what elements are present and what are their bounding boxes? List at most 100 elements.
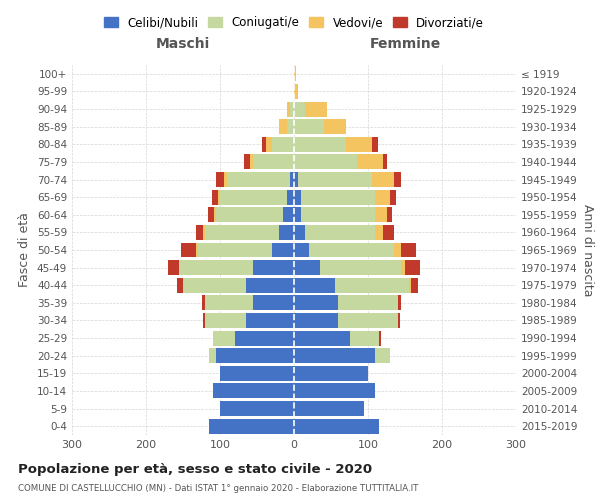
Bar (220, 190, 287, 204)
Bar (294, 190, 301, 204)
Bar (205, 313, 246, 328)
Bar (294, 384, 376, 398)
Bar (253, 260, 294, 275)
Bar (294, 296, 338, 310)
Bar (208, 208, 214, 222)
Bar (383, 225, 394, 240)
Bar (390, 190, 396, 204)
Bar (376, 190, 390, 204)
Bar (376, 225, 383, 240)
Bar (401, 242, 416, 258)
Bar (301, 190, 376, 204)
Bar (383, 154, 386, 170)
Bar (262, 137, 266, 152)
Bar (214, 208, 216, 222)
Text: Maschi: Maschi (156, 37, 210, 51)
Bar (168, 260, 179, 275)
Bar (244, 154, 250, 170)
Bar (279, 225, 294, 240)
Bar (294, 225, 305, 240)
Bar (283, 208, 294, 222)
Bar (411, 278, 418, 292)
Bar (294, 172, 298, 187)
Bar (212, 384, 294, 398)
Bar (246, 278, 294, 292)
Bar (205, 225, 279, 240)
Bar (216, 348, 294, 363)
Bar (405, 260, 420, 275)
Bar (205, 296, 253, 310)
Bar (294, 401, 364, 416)
Bar (294, 102, 305, 116)
Bar (198, 242, 272, 258)
Bar (398, 296, 401, 310)
Bar (338, 296, 398, 310)
Bar (294, 260, 320, 275)
Bar (272, 242, 294, 258)
Text: COMUNE DI CASTELLUCCHIO (MN) - Dati ISTAT 1° gennaio 2020 - Elaborazione TUTTITA: COMUNE DI CASTELLUCCHIO (MN) - Dati ISTA… (18, 484, 418, 493)
Bar (196, 225, 203, 240)
Text: Femmine: Femmine (370, 37, 440, 51)
Bar (253, 296, 294, 310)
Bar (216, 172, 224, 187)
Bar (298, 172, 372, 187)
Bar (398, 313, 400, 328)
Bar (290, 172, 294, 187)
Bar (409, 278, 411, 292)
Y-axis label: Fasce di età: Fasce di età (19, 212, 31, 288)
Bar (250, 154, 253, 170)
Bar (287, 119, 294, 134)
Bar (266, 137, 272, 152)
Bar (212, 190, 218, 204)
Bar (294, 208, 301, 222)
Bar (224, 172, 227, 187)
Bar (394, 172, 401, 187)
Bar (287, 102, 290, 116)
Bar (294, 330, 349, 345)
Bar (183, 278, 246, 292)
Bar (320, 260, 401, 275)
Bar (235, 330, 294, 345)
Bar (290, 102, 294, 116)
Bar (379, 330, 382, 345)
Y-axis label: Anni di nascita: Anni di nascita (581, 204, 594, 296)
Bar (294, 154, 357, 170)
Bar (294, 418, 379, 434)
Bar (294, 84, 298, 99)
Bar (209, 348, 216, 363)
Bar (323, 119, 346, 134)
Bar (376, 208, 386, 222)
Bar (294, 366, 368, 381)
Bar (246, 313, 294, 328)
Bar (212, 330, 235, 345)
Bar (179, 260, 253, 275)
Bar (218, 190, 220, 204)
Bar (401, 260, 405, 275)
Bar (335, 278, 409, 292)
Bar (177, 278, 183, 292)
Bar (227, 172, 290, 187)
Bar (203, 313, 205, 328)
Bar (287, 190, 294, 204)
Text: Popolazione per età, sesso e stato civile - 2020: Popolazione per età, sesso e stato civil… (18, 462, 372, 475)
Bar (294, 66, 296, 82)
Bar (181, 242, 196, 258)
Bar (357, 154, 383, 170)
Bar (209, 418, 294, 434)
Bar (349, 330, 379, 345)
Bar (305, 225, 376, 240)
Bar (294, 348, 376, 363)
Bar (294, 119, 323, 134)
Bar (294, 278, 335, 292)
Bar (386, 208, 392, 222)
Bar (272, 137, 294, 152)
Bar (220, 401, 294, 416)
Bar (196, 242, 198, 258)
Bar (309, 242, 394, 258)
Legend: Celibi/Nubili, Coniugati/e, Vedovi/e, Divorziati/e: Celibi/Nubili, Coniugati/e, Vedovi/e, Di… (99, 12, 489, 34)
Bar (220, 366, 294, 381)
Bar (216, 208, 283, 222)
Bar (376, 348, 390, 363)
Bar (294, 313, 338, 328)
Bar (294, 137, 346, 152)
